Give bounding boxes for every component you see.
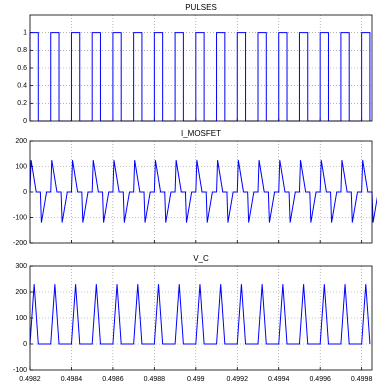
signal-line bbox=[29, 160, 377, 223]
y-tick-label: 0.6 bbox=[17, 65, 27, 72]
y-tick-label: 0 bbox=[23, 341, 27, 348]
y-tick-label: -100 bbox=[13, 214, 27, 221]
signal-line bbox=[29, 284, 371, 345]
y-tick-label: 100 bbox=[15, 163, 27, 170]
plot-frame bbox=[29, 265, 373, 371]
y-tick-label: 0 bbox=[23, 118, 27, 125]
plot-title: PULSES bbox=[185, 3, 217, 12]
y-tick-label: 100 bbox=[15, 315, 27, 322]
x-tick-label: 0.4988 bbox=[144, 376, 166, 383]
x-tick-label: 0.4984 bbox=[61, 376, 83, 383]
y-tick-label: 1 bbox=[23, 30, 27, 37]
plot-frame bbox=[29, 14, 373, 122]
y-tick-label: 0.2 bbox=[17, 100, 27, 107]
y-tick-label: 200 bbox=[15, 289, 27, 296]
y-tick-label: 200 bbox=[15, 138, 27, 145]
y-tick-label: 0.8 bbox=[17, 47, 27, 54]
plot-title: V_C bbox=[193, 254, 209, 263]
x-tick-label: 0.499 bbox=[187, 376, 205, 383]
plot-frame bbox=[29, 140, 373, 244]
plot-title: I_MOSFET bbox=[181, 129, 221, 138]
x-tick-label: 0.4986 bbox=[102, 376, 124, 383]
x-tick-label: 0.4996 bbox=[309, 376, 331, 383]
y-tick-label: -200 bbox=[13, 240, 27, 247]
y-tick-label: 0 bbox=[23, 189, 27, 196]
x-tick-label: 0.4994 bbox=[268, 376, 290, 383]
y-tick-label: 300 bbox=[15, 263, 27, 270]
x-tick-label: 0.4992 bbox=[227, 376, 249, 383]
x-tick-label: 0.4998 bbox=[351, 376, 373, 383]
y-tick-label: 0.4 bbox=[17, 83, 27, 90]
y-tick-label: -100 bbox=[13, 367, 27, 374]
x-tick-label: 0.4982 bbox=[19, 376, 41, 383]
